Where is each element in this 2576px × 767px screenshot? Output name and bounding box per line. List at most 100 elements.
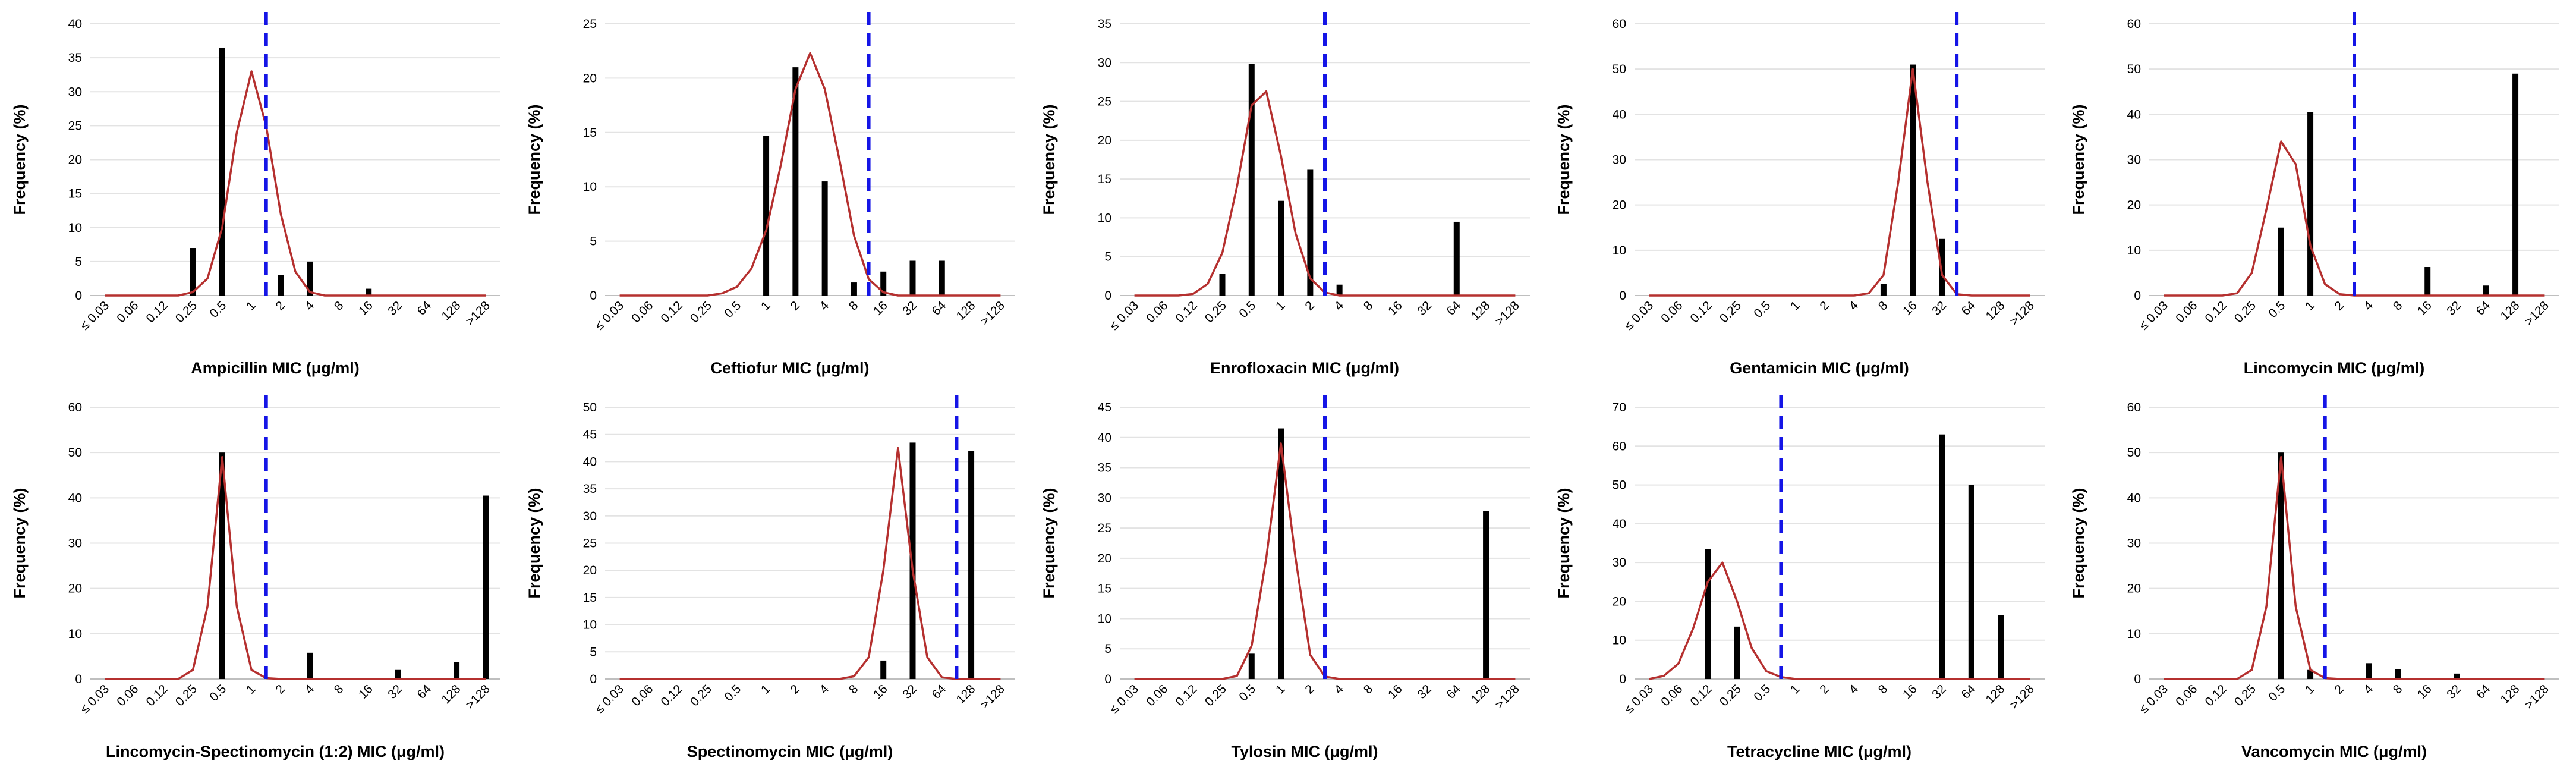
bar xyxy=(454,662,460,679)
y-tick-label: 20 xyxy=(2127,199,2141,212)
fit-curve xyxy=(1649,561,2030,680)
bar xyxy=(851,282,857,296)
y-tick-label: 5 xyxy=(590,235,597,249)
x-tick-label: 16 xyxy=(1900,298,1920,318)
x-tick-label: 1 xyxy=(1273,682,1288,697)
x-tick-label: 1 xyxy=(244,682,259,697)
x-tick-label: 4 xyxy=(303,682,317,697)
x-tick-label: >128 xyxy=(978,682,1007,712)
y-axis-title: Frequency (%) xyxy=(1555,104,1573,215)
bar xyxy=(2278,227,2284,296)
x-tick-label: 16 xyxy=(2415,682,2435,702)
x-tick-label: 1 xyxy=(2303,682,2317,697)
y-tick-label: 60 xyxy=(68,401,82,414)
y-tick-label: 15 xyxy=(583,591,597,605)
chart-panel: 0 10 20 30 40 50 60 ≤ 0.03 0.06 0.12 0.25 0.5 1 2 4 8 16… xyxy=(1544,0,2059,384)
y-tick-label: 30 xyxy=(2127,153,2141,167)
y-tick-label: 10 xyxy=(68,221,82,235)
bar xyxy=(219,47,225,296)
x-tick-label: 128 xyxy=(439,298,464,323)
bar xyxy=(1278,428,1284,679)
x-tick-label: 4 xyxy=(1332,682,1347,697)
x-tick-label: 8 xyxy=(2391,298,2405,313)
fit-curve xyxy=(105,456,486,680)
y-tick-label: 10 xyxy=(1098,612,1111,625)
x-tick-label: 0.06 xyxy=(629,298,656,325)
x-tick-label: 128 xyxy=(439,682,464,706)
x-tick-label: 0.06 xyxy=(1658,298,1685,325)
x-tick-label: 4 xyxy=(817,682,832,697)
chart-svg: 0 5 10 15 20 25 30 35 40 ≤ 0.03 0.06 0.12 0.25 0.5 1 2 4… xyxy=(11,12,500,377)
y-axis-title: Frequency (%) xyxy=(1040,488,1058,598)
bar xyxy=(1248,64,1255,296)
fit-curve xyxy=(2164,456,2545,680)
x-tick-label: 1 xyxy=(758,298,773,313)
x-tick-label: 0.12 xyxy=(144,682,171,709)
y-tick-label: 60 xyxy=(2127,401,2141,414)
y-tick-label: 10 xyxy=(68,627,82,641)
x-tick-label: 128 xyxy=(954,298,978,323)
x-tick-label: 64 xyxy=(1959,682,1979,702)
y-tick-label: 0 xyxy=(1104,289,1111,303)
y-tick-label: 25 xyxy=(1098,521,1111,535)
x-tick-label: 8 xyxy=(1876,682,1891,697)
x-tick-label: 16 xyxy=(871,298,890,318)
x-tick-label: 4 xyxy=(1332,298,1347,313)
x-tick-label: ≤ 0.03 xyxy=(1107,298,1141,332)
chart-svg: 0 10 20 30 40 50 60 ≤ 0.03 0.06 0.12 0.25 0.5 1 2 4 8 16… xyxy=(2070,12,2559,377)
x-tick-label: 16 xyxy=(356,682,376,702)
x-axis-title: Lincomycin MIC (μg/ml) xyxy=(2244,359,2425,377)
x-tick-label: ≤ 0.03 xyxy=(1622,298,1656,332)
fit-curve xyxy=(619,447,1001,680)
y-tick-label: 60 xyxy=(1613,439,1626,453)
x-tick-label: ≤ 0.03 xyxy=(78,298,112,332)
x-tick-label: 8 xyxy=(332,298,347,313)
chart-svg: 0 5 10 15 20 25 30 35 40 45 50 ≤ 0.03 0.06 0.12 0.25 0.… xyxy=(525,395,1015,760)
y-tick-label: 30 xyxy=(583,510,597,523)
fit-curve xyxy=(619,52,1001,297)
bar xyxy=(1939,434,1945,679)
chart-panel: 0 10 20 30 40 50 60 ≤ 0.03 0.06 0.12 0.25 0.5 1 2 4 8 16… xyxy=(2059,384,2574,767)
x-tick-label: ≤ 0.03 xyxy=(1107,682,1141,716)
x-tick-label: 1 xyxy=(758,682,773,697)
y-axis-title: Frequency (%) xyxy=(11,488,29,598)
x-tick-label: 64 xyxy=(1959,298,1979,318)
fit-curve xyxy=(1649,68,2030,297)
x-tick-label: 2 xyxy=(1817,682,1832,697)
y-tick-label: 40 xyxy=(68,491,82,505)
x-tick-label: 2 xyxy=(2332,298,2347,313)
bar xyxy=(1336,284,1343,296)
x-tick-label: >128 xyxy=(2522,298,2552,328)
x-tick-label: 0.12 xyxy=(1688,298,1715,325)
bar xyxy=(483,495,489,679)
x-tick-label: ≤ 0.03 xyxy=(78,682,112,716)
x-tick-label: 32 xyxy=(2444,298,2464,318)
x-tick-label: 1 xyxy=(2303,298,2317,313)
bar xyxy=(1278,200,1284,296)
x-axis-title: Tylosin MIC (μg/ml) xyxy=(1231,743,1378,760)
x-tick-label: 0.5 xyxy=(207,298,229,320)
y-tick-label: 50 xyxy=(583,401,597,414)
x-tick-label: ≤ 0.03 xyxy=(593,682,626,716)
x-axis-title: Lincomycin-Spectinomycin (1:2) MIC (μg/m… xyxy=(106,743,445,760)
x-axis-title: Ceftiofur MIC (μg/ml) xyxy=(711,359,870,377)
x-tick-label: 64 xyxy=(1444,682,1464,702)
y-tick-label: 30 xyxy=(1098,56,1111,70)
bar xyxy=(1734,626,1740,679)
x-tick-label: 32 xyxy=(1415,682,1434,702)
chart-panel: 0 10 20 30 40 50 60 ≤ 0.03 0.06 0.12 0.25 0.5 1 2 4 8 16… xyxy=(2059,0,2574,384)
x-tick-label: 128 xyxy=(1983,682,2008,706)
x-axis-title: Ampicillin MIC (μg/ml) xyxy=(191,359,360,377)
bar xyxy=(792,67,799,296)
bar xyxy=(2366,663,2372,679)
x-tick-label: 8 xyxy=(332,682,347,697)
x-tick-label: 8 xyxy=(1876,298,1891,313)
x-tick-label: 8 xyxy=(846,682,861,697)
x-axis-title: Gentamicin MIC (μg/ml) xyxy=(1730,359,1909,377)
y-tick-label: 50 xyxy=(2127,446,2141,460)
bar xyxy=(395,669,401,679)
x-tick-label: 0.25 xyxy=(688,682,714,709)
chart-panel: 0 5 10 15 20 25 30 35 40 45 ≤ 0.03 0.06 0.12 0.25 0.5 1… xyxy=(1029,384,1544,767)
y-tick-label: 5 xyxy=(1104,642,1111,656)
